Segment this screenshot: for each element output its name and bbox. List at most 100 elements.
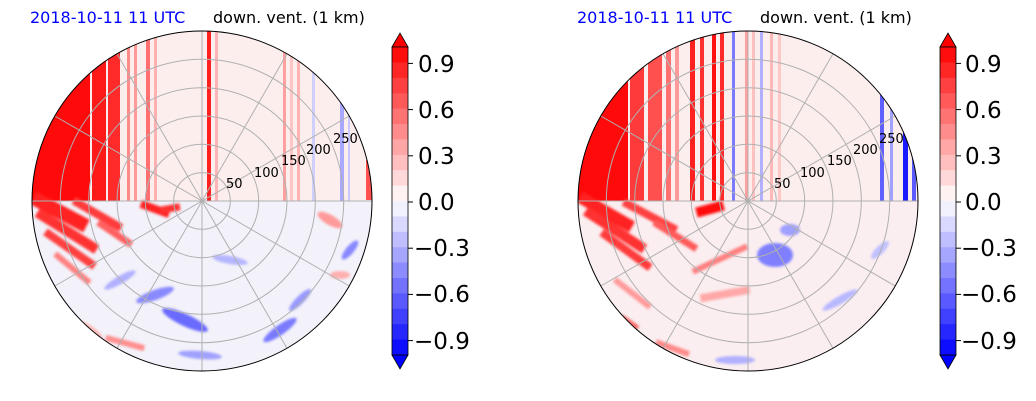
colorbar-level — [392, 339, 408, 356]
left-streak-7 — [283, 31, 286, 201]
colorbar-level — [392, 293, 408, 310]
left-streak-blue-2 — [340, 31, 344, 201]
colorbar-level — [940, 324, 956, 341]
left-streak-9 — [297, 31, 300, 201]
right-rtick-50: 50 — [774, 177, 791, 192]
colorbar-level — [392, 308, 408, 325]
colorbar-level — [392, 62, 408, 79]
left-streak-5 — [207, 31, 211, 201]
colorbar-level — [940, 185, 956, 202]
left-west-band-2 — [108, 31, 120, 201]
right-streak-1 — [666, 31, 671, 201]
colorbar-level — [940, 170, 956, 187]
right-cbar-label-0.0: 0.0 — [965, 190, 1002, 216]
colorbar-level — [392, 216, 408, 233]
right-streak-blue-1 — [732, 31, 735, 201]
left-cbar-label-0.0: 0.0 — [418, 190, 455, 216]
right-rtick-150: 150 — [827, 154, 852, 169]
right-cbar-label-neg0.9: −0.9 — [961, 329, 1017, 355]
right-streak-9 — [770, 31, 773, 201]
left-rtick-200: 200 — [306, 143, 331, 158]
left-cbar-label-neg0.9: −0.9 — [414, 329, 470, 355]
colorbar-level — [940, 139, 956, 156]
colorbar-level — [392, 47, 408, 63]
colorbar-level — [940, 201, 956, 217]
right-streak-3 — [690, 31, 695, 201]
colorbar-level — [940, 247, 956, 264]
right-cbar-label-0.9: 0.9 — [965, 52, 1002, 78]
left-colorbar-top-extend — [391, 32, 409, 48]
colorbar-level — [392, 170, 408, 187]
left-streak-6 — [215, 31, 218, 201]
right-title-var: down. vent. (1 km) — [760, 8, 912, 27]
right-colorbar: 0.9 0.6 0.3 0.0 −0.3 −0.6 −0.9 — [939, 32, 1017, 370]
colorbar-level — [940, 216, 956, 233]
colorbar-level — [940, 93, 956, 110]
left-title-var: down. vent. (1 km) — [213, 8, 365, 27]
left-streak-3 — [146, 31, 150, 201]
colorbar-level — [392, 262, 408, 279]
right-streak-blue-5 — [903, 100, 908, 201]
colorbar-level — [392, 93, 408, 110]
colorbar-level — [392, 201, 408, 217]
left-west-strong-band — [32, 31, 90, 201]
right-polar-grid — [578, 31, 918, 371]
left-rtick-250: 250 — [333, 132, 358, 147]
right-polar-outline — [577, 30, 919, 372]
right-colorbar-bottom-extend — [939, 354, 957, 370]
colorbar-level — [392, 108, 408, 125]
left-east-edge-red — [366, 160, 372, 200]
colorbar-level — [940, 262, 956, 279]
right-west-strong-band — [578, 31, 628, 201]
right-streak-5 — [712, 31, 716, 201]
left-radial-labels: 50 100 150 200 250 — [226, 132, 358, 192]
colorbar-level — [940, 154, 956, 171]
right-rtick-200: 200 — [853, 143, 878, 158]
left-polar-outline — [31, 30, 373, 372]
left-colorbar-ticks: 0.9 0.6 0.3 0.0 −0.3 −0.6 −0.9 — [408, 52, 470, 355]
right-cbar-label-neg0.3: −0.3 — [961, 236, 1017, 262]
right-cbar-label-0.3: 0.3 — [965, 144, 1002, 170]
left-west-band-1 — [92, 31, 106, 201]
left-cbar-label-0.6: 0.6 — [418, 98, 455, 124]
colorbar-level — [392, 278, 408, 294]
right-west-band-1 — [630, 31, 644, 201]
colorbar-level — [392, 247, 408, 264]
colorbar-level — [940, 108, 956, 125]
colorbar-level — [392, 124, 408, 140]
left-title-date: 2018-10-11 11 UTC — [30, 8, 185, 27]
left-streak-1 — [127, 31, 130, 201]
right-streak-blue-6 — [912, 100, 916, 201]
left-colorbar-bottom-extend — [391, 354, 409, 370]
left-streak-blue-1 — [312, 31, 315, 201]
left-colorbar-outline — [391, 46, 409, 356]
right-colorbar-top-extend — [939, 32, 957, 48]
left-rtick-50: 50 — [226, 177, 243, 192]
right-cbar-label-0.6: 0.6 — [965, 98, 1002, 124]
colorbar-level — [392, 77, 408, 94]
colorbar-level — [940, 124, 956, 140]
left-cbar-label-neg0.6: −0.6 — [414, 282, 470, 308]
right-streak-blue-2 — [760, 31, 763, 201]
left-panel: 2018-10-11 11 UTC down. vent. (1 km) — [30, 8, 470, 372]
right-streak-10 — [778, 31, 781, 201]
right-streak-blue-4 — [890, 90, 893, 201]
left-rtick-150: 150 — [281, 154, 306, 169]
left-colorbar-levels — [392, 47, 408, 356]
right-streak-blue-3 — [880, 90, 884, 201]
right-colorbar-outline — [939, 46, 957, 356]
left-cbar-label-neg0.3: −0.3 — [414, 236, 470, 262]
right-panel: 2018-10-11 11 UTC down. vent. (1 km) — [577, 8, 1017, 372]
right-rtick-100: 100 — [800, 166, 825, 181]
right-streak-6 — [720, 31, 724, 201]
right-title-date: 2018-10-11 11 UTC — [577, 8, 732, 27]
right-cbar-label-neg0.6: −0.6 — [961, 282, 1017, 308]
colorbar-level — [940, 62, 956, 79]
left-cbar-label-0.3: 0.3 — [418, 144, 455, 170]
right-lower-red-streaks — [578, 191, 751, 357]
colorbar-level — [940, 278, 956, 294]
left-streak-2 — [134, 31, 137, 201]
left-polar-grid — [32, 31, 372, 371]
left-lower-blue-patches — [104, 240, 359, 360]
